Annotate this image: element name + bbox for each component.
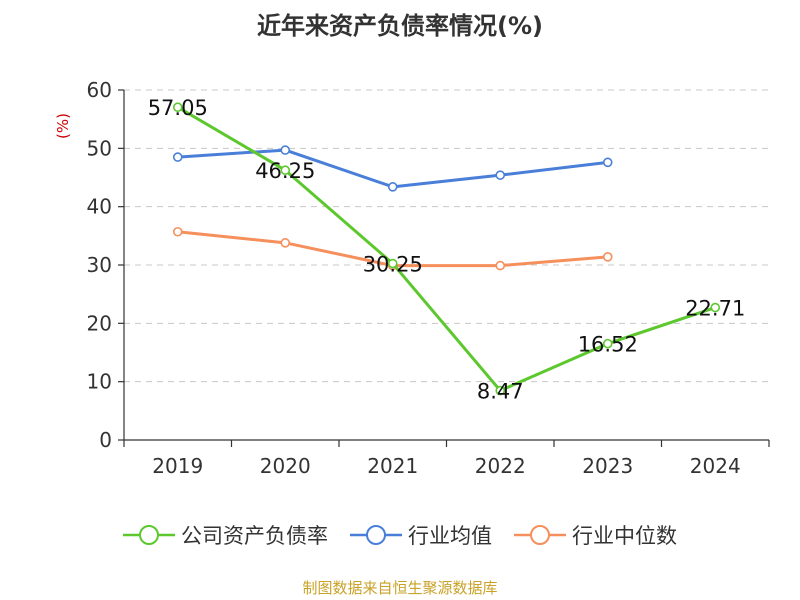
data-point (172, 102, 183, 113)
y-tick-label: 20 (87, 311, 112, 335)
legend-item: 公司资产负债率 (123, 520, 328, 550)
data-point (602, 252, 613, 262)
y-tick-label: 0 (99, 428, 112, 452)
data-point (495, 170, 506, 180)
legend-item: 行业均值 (350, 520, 492, 550)
chart-title: 近年来资产负债率情况(%) (257, 12, 543, 40)
data-point (495, 260, 506, 271)
legend-circle (530, 525, 550, 545)
data-label: 8.47 (477, 380, 524, 404)
data-point (387, 182, 398, 192)
data-point (602, 338, 613, 349)
x-tick-label: 2019 (152, 454, 203, 478)
legend-label: 公司资产负债率 (181, 524, 328, 548)
data-point (280, 165, 291, 176)
legend-line-circle-icon (123, 525, 175, 545)
x-tick-label: 2021 (367, 454, 418, 478)
data-point (172, 152, 183, 162)
legend-line-circle-icon (514, 525, 566, 545)
data-label-layer: 57.05 46.25 30.25 8.47 16.52 22.71 (148, 96, 746, 403)
data-point (602, 157, 613, 168)
series-line (177, 148, 608, 189)
legend-line-circle-icon (350, 525, 402, 545)
data-point (280, 145, 291, 155)
series-line (176, 105, 716, 393)
legend-label: 行业均值 (408, 524, 492, 548)
data-label: 22.71 (685, 297, 745, 321)
legend-circle (366, 525, 386, 545)
data-label: 46.25 (255, 159, 315, 183)
data-point (495, 385, 506, 396)
data-point (387, 258, 398, 269)
x-tick-label: 2020 (260, 454, 311, 478)
legend: 公司资产负债率 行业均值 行业中位数 (0, 520, 800, 550)
legend-circle (139, 525, 159, 545)
data-point (280, 238, 291, 248)
x-tick-label: 2024 (690, 454, 741, 478)
y-tick-label: 40 (87, 195, 112, 219)
data-label: 57.05 (148, 96, 208, 120)
x-tick-label: 2022 (475, 454, 526, 478)
y-tick-label: 60 (87, 78, 112, 102)
source-note: 制图数据来自恒生聚源数据库 (302, 579, 498, 597)
data-point (172, 226, 183, 237)
legend-label: 行业中位数 (572, 524, 677, 548)
axis-layer: 0 10 20 30 40 50 60 2019 2020 2021 2022 2023 2024 (87, 78, 770, 478)
y-axis-title: (%) (54, 113, 72, 139)
data-label: 16.52 (578, 333, 638, 357)
legend-item: 行业中位数 (514, 520, 677, 550)
x-tick-label: 2023 (582, 454, 633, 478)
data-point (710, 302, 721, 313)
data-label: 30.25 (363, 253, 423, 277)
series-layer (172, 102, 721, 396)
y-tick-label: 50 (87, 136, 112, 160)
y-tick-label: 30 (87, 253, 112, 277)
y-tick-label: 10 (87, 370, 112, 394)
